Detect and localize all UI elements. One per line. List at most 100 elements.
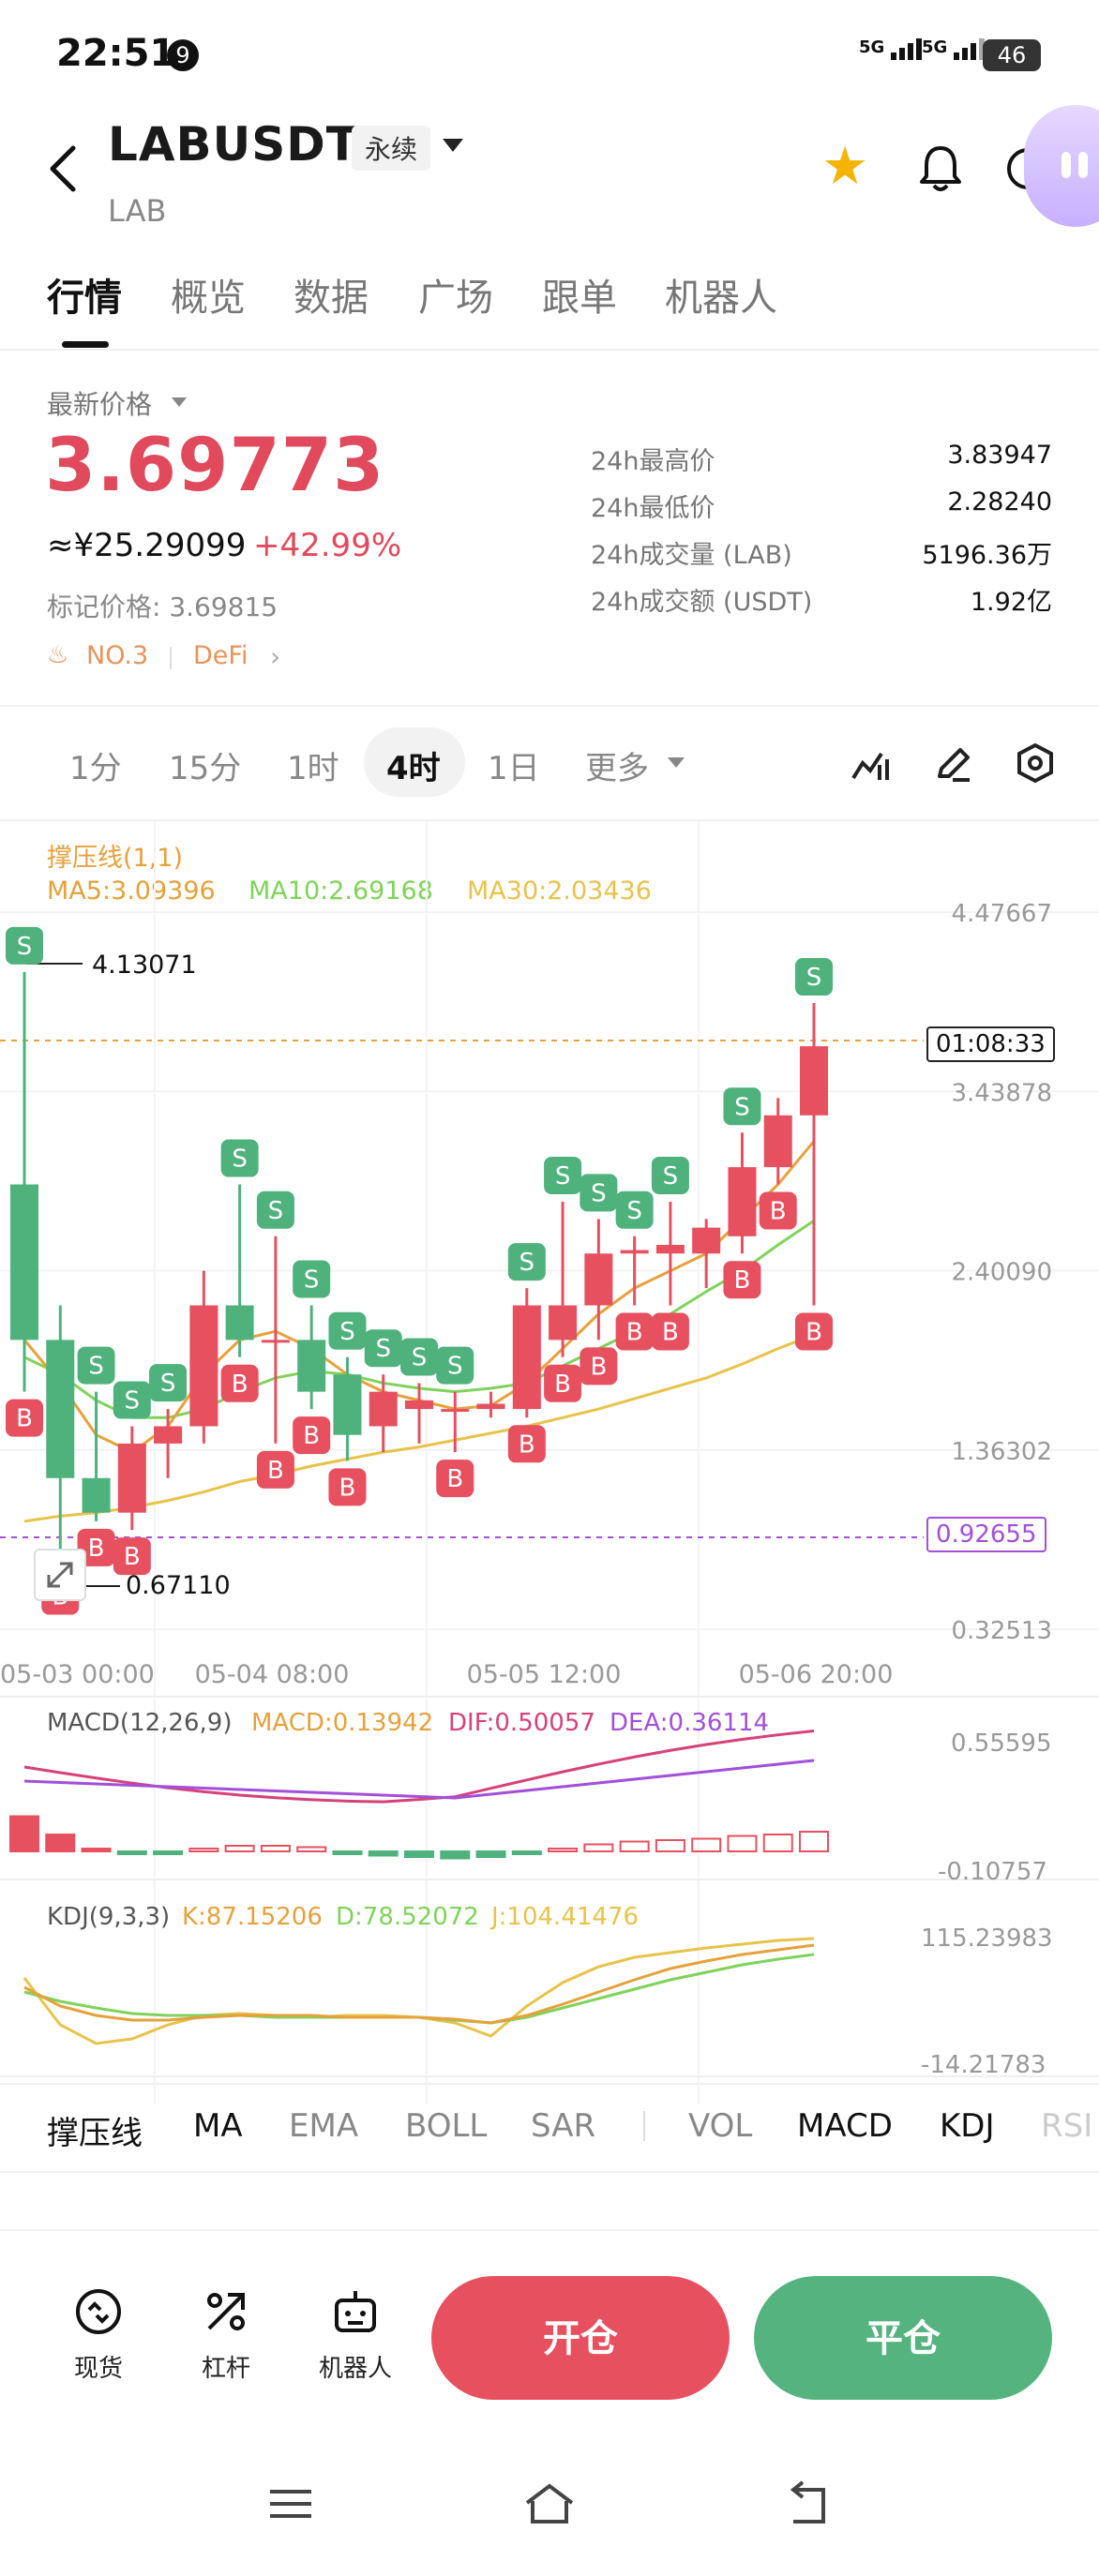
ma10-value: MA10:2.69168 <box>248 876 433 906</box>
price-axis-label: 2.40090 <box>951 1259 1052 1287</box>
favorite-star-icon[interactable]: ★ <box>821 136 869 197</box>
candle-body <box>476 1403 505 1410</box>
signal-label: B <box>805 1319 822 1347</box>
signal-badge <box>293 1260 331 1298</box>
signal-badge <box>795 1312 833 1351</box>
signal-badge <box>436 1460 474 1498</box>
signal-label: S <box>88 1353 104 1381</box>
buy-signal: B <box>436 1460 474 1498</box>
indicator-chart-icon[interactable] <box>850 742 891 784</box>
signal-label: S <box>375 1335 391 1363</box>
pair-title[interactable]: LABUSDT <box>108 117 359 172</box>
time-axis-label: 05-05 12:00 <box>467 1660 622 1689</box>
nav-spot[interactable]: 现货 <box>56 2285 141 2384</box>
macd-histogram-bar <box>153 1850 184 1855</box>
nav-margin[interactable]: 杠杆 <box>184 2285 268 2384</box>
sell-signal: S <box>651 1156 689 1194</box>
indicator-tab-ema[interactable]: EMA <box>289 2107 359 2145</box>
notification-badge: 9 <box>167 39 199 71</box>
nav-bot-label: 机器人 <box>318 2355 392 2383</box>
open-position-button[interactable]: 开仓 <box>431 2276 730 2400</box>
reference-line-label[interactable]: 0.92655 <box>926 1517 1046 1552</box>
pair-dropdown-icon[interactable] <box>443 139 463 152</box>
sector-tag[interactable]: DeFi <box>193 641 248 670</box>
signal-label: B <box>339 1474 356 1502</box>
kdj-panel <box>23 1937 815 2045</box>
signal-label: S <box>125 1387 141 1415</box>
close-position-button[interactable]: 平仓 <box>754 2276 1052 2400</box>
candle-body <box>655 1245 685 1254</box>
tab-data[interactable]: 数据 <box>294 277 369 320</box>
signal-badge <box>220 1364 259 1402</box>
candle-body <box>10 1184 38 1340</box>
interval-1m[interactable]: 1分 <box>69 750 122 787</box>
tab-bot[interactable]: 机器人 <box>665 277 777 320</box>
indicator-tab-ma[interactable]: MA <box>193 2107 243 2145</box>
stat-value-high: 3.83947 <box>947 441 1052 470</box>
sell-signal: S <box>580 1174 618 1212</box>
bell-icon[interactable] <box>917 142 964 195</box>
buy-signal: B <box>220 1364 259 1402</box>
divider <box>0 2171 1099 2173</box>
tab-overview[interactable]: 概览 <box>171 277 246 320</box>
tab-market[interactable]: 行情 <box>47 277 122 320</box>
signal-label: S <box>447 1353 463 1381</box>
interval-1h[interactable]: 1时 <box>287 750 339 787</box>
candle-body <box>189 1305 218 1427</box>
menu-icon[interactable] <box>263 2480 319 2527</box>
ma5-value: MA5:3.09396 <box>47 876 216 906</box>
home-icon[interactable] <box>521 2480 578 2527</box>
active-tab-indicator <box>62 341 109 348</box>
tab-copy-trade[interactable]: 跟单 <box>542 277 617 320</box>
indicator-tab-kdj[interactable]: KDJ <box>940 2107 995 2145</box>
indicator-tab-vol[interactable]: VOL <box>688 2107 753 2145</box>
draw-pencil-icon[interactable] <box>932 742 973 784</box>
floating-assistant-bubble[interactable] <box>1024 105 1099 227</box>
candles <box>10 971 828 1570</box>
divider <box>0 705 1099 707</box>
indicator-tab-boll[interactable]: BOLL <box>405 2107 488 2145</box>
overlay-indicator-name[interactable]: 撑压线(1,1) <box>47 844 184 873</box>
price-type-dropdown-icon[interactable] <box>172 397 187 407</box>
sell-signal: S <box>220 1139 259 1177</box>
kdj-axis-bottom: -14.21783 <box>921 2051 1046 2079</box>
candle-body <box>225 1305 254 1340</box>
signal-badge <box>256 1450 294 1489</box>
indicator-tab-rsi[interactable]: RSI <box>1041 2107 1093 2145</box>
interval-1d[interactable]: 1日 <box>488 750 540 787</box>
divider <box>643 2111 645 2141</box>
divider <box>0 2229 1099 2231</box>
signal-label: B <box>303 1422 320 1450</box>
back-button[interactable] <box>45 141 83 197</box>
candlestick-chart[interactable]: SBBSBSBSSBSBSBSBSSSBSBSBSBSBSBSBBSB 4.47… <box>0 820 1099 2114</box>
interval-more[interactable]: 更多 <box>585 750 649 787</box>
interval-15m[interactable]: 15分 <box>169 750 242 787</box>
settings-hexagon-icon[interactable] <box>1015 742 1056 784</box>
signal-label: S <box>806 964 822 992</box>
indicator-tab-support[interactable]: 撑压线 <box>47 2115 143 2152</box>
status-time: 22:51 <box>56 32 176 75</box>
rank-badge[interactable]: NO.3 <box>86 641 149 670</box>
latest-price-label[interactable]: 最新价格 <box>47 389 153 420</box>
k-line <box>23 1943 815 2025</box>
buy-signal: B <box>723 1261 761 1299</box>
back-system-icon[interactable] <box>780 2480 836 2527</box>
chevron-right-icon[interactable]: › <box>270 641 281 672</box>
chevron-down-icon[interactable] <box>668 757 685 768</box>
expand-chart-icon[interactable] <box>34 1549 86 1601</box>
macd-name[interactable]: MACD(12,26,9) <box>47 1709 233 1737</box>
stat-label-turnover: 24h成交额 (USDT) <box>591 588 813 617</box>
contract-type-tag[interactable]: 永续 <box>352 126 431 171</box>
indicator-tab-sar[interactable]: SAR <box>531 2107 596 2145</box>
indicator-tab-macd[interactable]: MACD <box>797 2107 893 2145</box>
candle-body <box>441 1409 470 1413</box>
candle-body <box>728 1167 757 1236</box>
signal-label: B <box>626 1319 643 1347</box>
signal-label: S <box>663 1162 679 1191</box>
kdj-name[interactable]: KDJ(9,3,3) <box>47 1903 171 1931</box>
sell-signal: S <box>436 1346 474 1385</box>
time-axis: 05-03 00:00 05-04 08:00 05-05 12:00 05-06 2… <box>0 1660 893 1689</box>
nav-bot[interactable]: 机器人 <box>313 2285 398 2384</box>
tab-square[interactable]: 广场 <box>418 277 493 320</box>
interval-4h[interactable]: 4时 <box>386 750 441 787</box>
